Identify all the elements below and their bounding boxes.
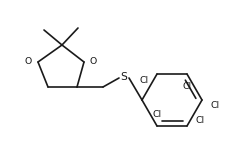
Text: Cl: Cl [152,111,162,119]
Text: Cl: Cl [183,82,192,90]
Text: Cl: Cl [195,117,205,125]
Text: S: S [121,72,127,82]
Text: O: O [90,56,97,66]
Text: Cl: Cl [210,101,220,111]
Text: Cl: Cl [139,76,149,85]
Text: O: O [25,56,32,66]
